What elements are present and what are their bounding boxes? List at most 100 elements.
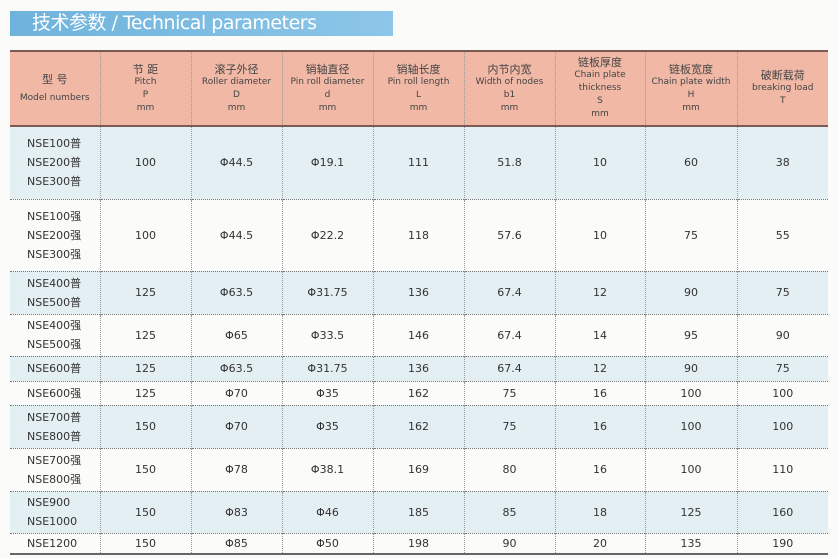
value-cell: Φ70 (190, 404, 282, 448)
value-cell: Φ35 (281, 380, 373, 405)
model-cell: NSE400强 NSE500强 (10, 313, 100, 356)
table-row: NSE600普 125 Φ63.5 Φ31.75 136 67.4 12 90 75 (10, 355, 828, 381)
value-cell: 20 (554, 532, 645, 554)
model-number: NSE900 (27, 496, 71, 509)
header-en: Width of nodes (475, 76, 544, 87)
value-cell: 75 (463, 380, 555, 405)
value-cell: 125 (99, 355, 191, 381)
value-cell: Φ70 (190, 380, 282, 405)
model-number: NSE700强 (27, 453, 82, 467)
header-cn: 破断载荷 (760, 69, 805, 82)
header-en: Pin roll length (387, 76, 450, 87)
header-cn: 销轴长度 (396, 62, 441, 76)
value-cell: 16 (554, 380, 645, 405)
value-cell: 100 (644, 404, 737, 448)
value-cell: 198 (372, 532, 464, 554)
value-cell: 10 (554, 125, 645, 199)
value-cell: Φ31.75 (281, 270, 373, 314)
value-cell: Φ33.5 (281, 313, 373, 356)
value-cell: Φ78 (190, 447, 282, 491)
model-cell: NSE1200 (10, 532, 100, 554)
header-en: Model numbers (19, 92, 90, 103)
header-unit: mm (227, 102, 246, 113)
value-cell: 90 (644, 270, 737, 314)
header-sym: D (233, 89, 240, 100)
model-number: NSE200普 (27, 156, 82, 170)
table-row: NSE1200 150 Φ85 Φ50 198 90 20 135 190 (10, 532, 828, 554)
model-number: NSE800强 (27, 472, 82, 486)
value-cell: 150 (99, 490, 191, 533)
column-header: 内节内宽 Width of nodes b1 mm (463, 51, 555, 126)
header-cn: 销轴直径 (305, 62, 350, 76)
column-header: 销轴直径 Pin roll diameter d mm (281, 51, 373, 126)
value-cell: 160 (736, 490, 828, 533)
value-cell: 110 (736, 447, 828, 491)
value-cell: 125 (99, 270, 191, 314)
model-number: NSE600普 (27, 362, 82, 375)
header-unit: mm (136, 102, 155, 113)
table-row: NSE700普 NSE800普 150 Φ70 Φ35 162 75 16 100 100 (10, 404, 828, 448)
value-cell: 118 (372, 198, 464, 271)
header-unit: mm (682, 102, 700, 113)
model-number: NSE100强 (27, 209, 82, 223)
table-row: NSE700强 NSE800强 150 Φ78 Φ38.1 169 80 16 100 110 (10, 447, 828, 491)
value-cell: Φ22.2 (281, 198, 373, 271)
model-number: NSE300普 (27, 175, 82, 189)
value-cell: 111 (372, 125, 464, 199)
header-en: Roller diameter (201, 76, 272, 87)
value-cell: 136 (372, 270, 464, 314)
value-cell: 75 (644, 198, 737, 271)
header-cn: 节 距 (132, 62, 159, 76)
header-sym: b1 (503, 89, 516, 100)
table-row: NSE400强 NSE500强 125 Φ65 Φ33.5 146 67.4 14 95 90 (10, 313, 828, 356)
value-cell: 12 (554, 270, 645, 314)
value-cell: 38 (736, 125, 828, 199)
header-en: Pin roll diameter (290, 76, 365, 87)
value-cell: 18 (554, 490, 645, 533)
header-en: Pitch (134, 76, 157, 87)
value-cell: 67.4 (463, 270, 555, 314)
value-cell: Φ83 (190, 490, 282, 533)
value-cell: Φ46 (281, 490, 373, 533)
model-number: NSE100普 (27, 137, 82, 151)
column-header: 型 号 Model numbers (10, 51, 100, 126)
value-cell: 10 (554, 198, 645, 271)
value-cell: 80 (463, 447, 555, 491)
model-number: NSE700普 (27, 410, 82, 424)
value-cell: 75 (463, 404, 555, 448)
header-cn: 滚子外径 (214, 62, 259, 76)
header-unit: T (780, 96, 786, 106)
table-row: NSE600强 125 Φ70 Φ35 162 75 16 100 100 (10, 380, 828, 405)
value-cell: Φ50 (281, 532, 373, 554)
value-cell: 55 (736, 198, 828, 271)
value-cell: 75 (736, 355, 828, 381)
value-cell: 100 (644, 380, 737, 405)
value-cell: Φ19.1 (281, 125, 373, 199)
value-cell: 12 (554, 355, 645, 381)
value-cell: Φ44.5 (190, 125, 282, 199)
model-cell: NSE100普 NSE200普 NSE300普 (10, 125, 100, 199)
header-cn: 型 号 (42, 72, 68, 86)
model-number: NSE400普 (27, 276, 82, 290)
model-cell: NSE100强 NSE200强 NSE300强 (10, 198, 100, 271)
value-cell: 67.4 (463, 355, 555, 381)
value-cell: 16 (554, 404, 645, 448)
value-cell: 135 (644, 532, 737, 554)
value-cell: 90 (736, 313, 828, 356)
value-cell: 90 (644, 355, 737, 381)
header-en: breaking load (752, 83, 814, 93)
value-cell: 60 (644, 125, 737, 199)
value-cell: 146 (372, 313, 464, 356)
header-en: Chain plate thickness (574, 70, 626, 93)
model-number: NSE600强 (27, 386, 82, 400)
value-cell: 85 (463, 490, 555, 533)
model-number: NSE500强 (27, 338, 82, 351)
header-cn: 链板宽度 (669, 62, 713, 76)
value-cell: 67.4 (463, 313, 555, 356)
value-cell: 150 (99, 404, 191, 448)
table-row: NSE100普 NSE200普 NSE300普 100 Φ44.5 Φ19.1 111 51.… (10, 125, 828, 199)
